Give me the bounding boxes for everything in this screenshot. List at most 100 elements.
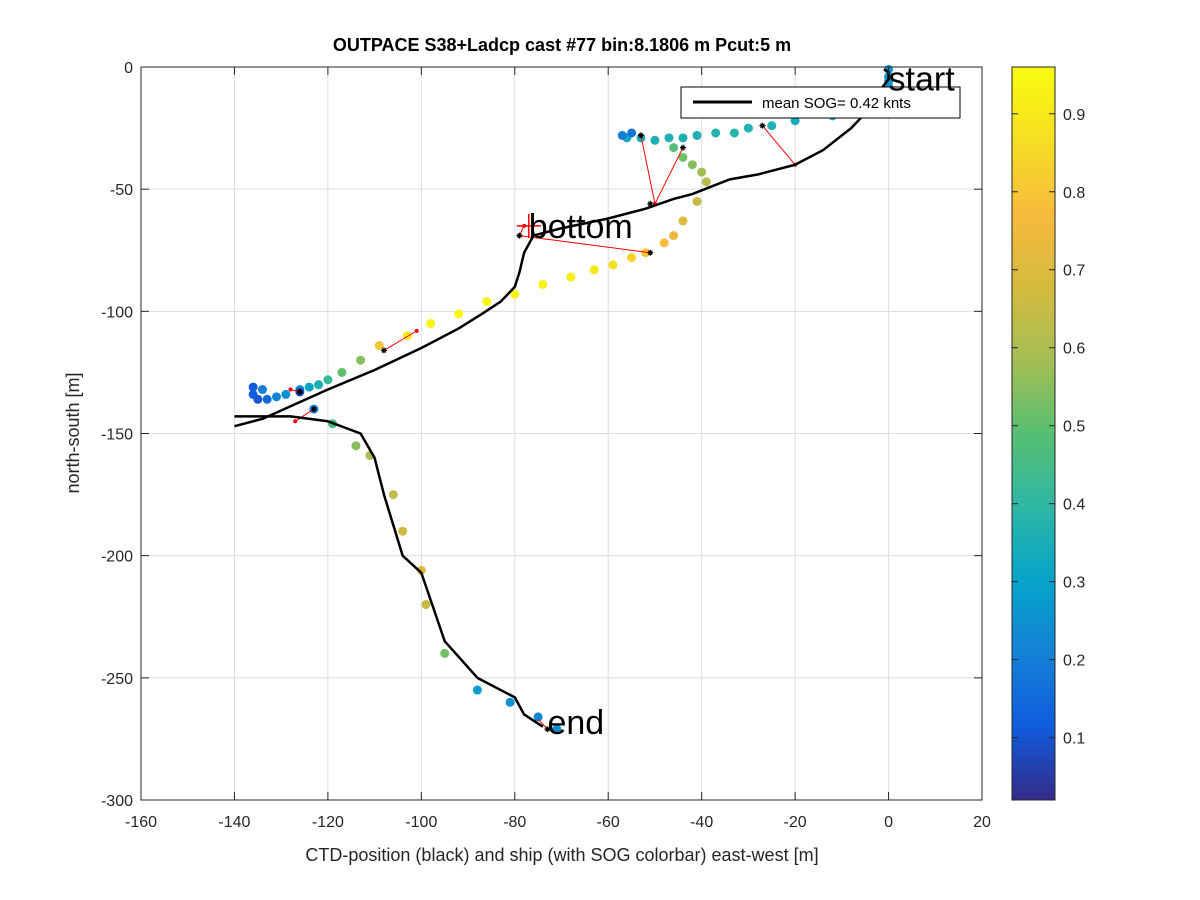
ship-point — [669, 231, 679, 241]
bin-connector-end — [293, 419, 298, 424]
ship-point — [701, 177, 711, 187]
bin-connector — [654, 147, 684, 205]
bin-marker — [516, 232, 523, 239]
ship-point — [552, 724, 562, 734]
ship-point — [687, 160, 697, 170]
ship-point — [664, 133, 674, 143]
ship-point — [678, 216, 688, 226]
ship-point — [692, 196, 702, 206]
colorbar-tick-label: 0.7 — [1063, 263, 1085, 280]
ship-point — [566, 272, 576, 282]
colorbar-gradient — [1011, 66, 1056, 801]
x-tick-label: 20 — [973, 814, 991, 831]
ship-point — [421, 600, 431, 610]
ship-point — [472, 685, 482, 695]
x-tick-label: -100 — [405, 814, 437, 831]
colorbar-tick-label: 0.1 — [1063, 731, 1085, 748]
annotation-start: start — [889, 60, 956, 98]
ship-point — [356, 355, 366, 365]
ship-point — [767, 121, 777, 131]
bin-marker — [296, 388, 303, 395]
y-tick-label: -50 — [110, 182, 133, 199]
y-tick-label: -200 — [101, 549, 133, 566]
bin-connector — [383, 330, 417, 351]
x-tick-label: 0 — [884, 814, 893, 831]
ship-point — [678, 152, 688, 162]
x-tick-label: -120 — [312, 814, 344, 831]
ship-point — [323, 375, 333, 385]
bin-marker — [544, 726, 551, 733]
axes: -160 -140 -120 -100 -80 -60 -40 -20 0 20-300-250-… — [101, 60, 991, 831]
x-axis-label: CTD-position (black) and ship (with SOG … — [305, 845, 818, 865]
ship-point — [426, 319, 436, 329]
ship-point — [510, 289, 520, 299]
ship-point — [454, 309, 464, 319]
bin-marker — [637, 132, 644, 139]
y-tick-label: -100 — [101, 304, 133, 321]
ctd-track-return-line — [234, 415, 544, 728]
colorbar-tick-label: 0.2 — [1063, 653, 1085, 670]
colorbar: 0.1 0.2 0.3 0.4 0.5 0.6 0.7 0.8 0.9 — [1011, 66, 1085, 801]
ship-point — [281, 389, 291, 399]
colorbar-tick-label: 0.8 — [1063, 185, 1085, 202]
ship-point — [659, 238, 669, 248]
colorbar-ticks: 0.1 0.2 0.3 0.4 0.5 0.6 0.7 0.8 0.9 — [1012, 107, 1085, 748]
ship-point — [337, 367, 347, 377]
bin-marker — [647, 249, 654, 256]
ctd-track-line — [234, 68, 890, 428]
ship-point — [440, 648, 450, 658]
bin-connector — [294, 408, 315, 422]
ship-point — [743, 123, 753, 133]
ship-point — [262, 394, 272, 404]
x-tick-label: -60 — [597, 814, 620, 831]
ship-point — [533, 712, 543, 722]
ship-point — [669, 143, 679, 153]
bin-marker — [679, 144, 686, 151]
grid — [140, 66, 983, 801]
bin-connector — [640, 135, 656, 204]
annotation-bottom: bottom — [529, 208, 633, 246]
ship-point — [314, 380, 324, 390]
bottom-marker — [516, 213, 541, 238]
ship-point — [398, 526, 408, 536]
ship-point — [697, 167, 707, 177]
chart-title: OUTPACE S38+Ladcp cast #77 bin:8.1806 m … — [333, 35, 791, 55]
annotations: start bottom end — [529, 60, 955, 741]
ship-point — [641, 248, 651, 258]
ship-point — [627, 253, 637, 263]
colorbar-tick-label: 0.3 — [1063, 575, 1085, 592]
colorbar-tick-label: 0.5 — [1063, 419, 1085, 436]
y-axis-label: north-south [m] — [63, 372, 83, 493]
y-tick-label: -300 — [101, 793, 133, 810]
ship-point — [416, 565, 426, 575]
x-tick-label: -40 — [690, 814, 713, 831]
bin-marker — [647, 200, 654, 207]
ship-point — [271, 392, 281, 402]
ship-point — [729, 128, 739, 138]
ship-point — [374, 341, 384, 351]
bin-marker — [380, 347, 387, 354]
y-tick-label: -250 — [101, 671, 133, 688]
plot-area — [234, 64, 894, 734]
ship-point — [711, 128, 721, 138]
ship-point — [589, 265, 599, 275]
colorbar-tick-label: 0.4 — [1063, 497, 1085, 514]
ship-point — [608, 260, 618, 270]
ship-point — [538, 279, 548, 289]
annotation-end: end — [547, 704, 604, 742]
x-tick-label: -20 — [784, 814, 807, 831]
ship-point — [248, 382, 258, 392]
ship-point — [692, 130, 702, 140]
bin-connector-end — [288, 387, 293, 392]
ship-point — [505, 697, 515, 707]
bin-connector — [762, 125, 796, 166]
colorbar-tick-label: 0.6 — [1063, 341, 1085, 358]
colorbar-tick-label: 0.9 — [1063, 107, 1085, 124]
ship-point — [304, 382, 314, 392]
x-tick-label: -140 — [218, 814, 250, 831]
ship-point — [482, 297, 492, 307]
ship-point — [627, 128, 637, 138]
bin-marker — [310, 406, 317, 413]
ship-point — [248, 389, 258, 399]
